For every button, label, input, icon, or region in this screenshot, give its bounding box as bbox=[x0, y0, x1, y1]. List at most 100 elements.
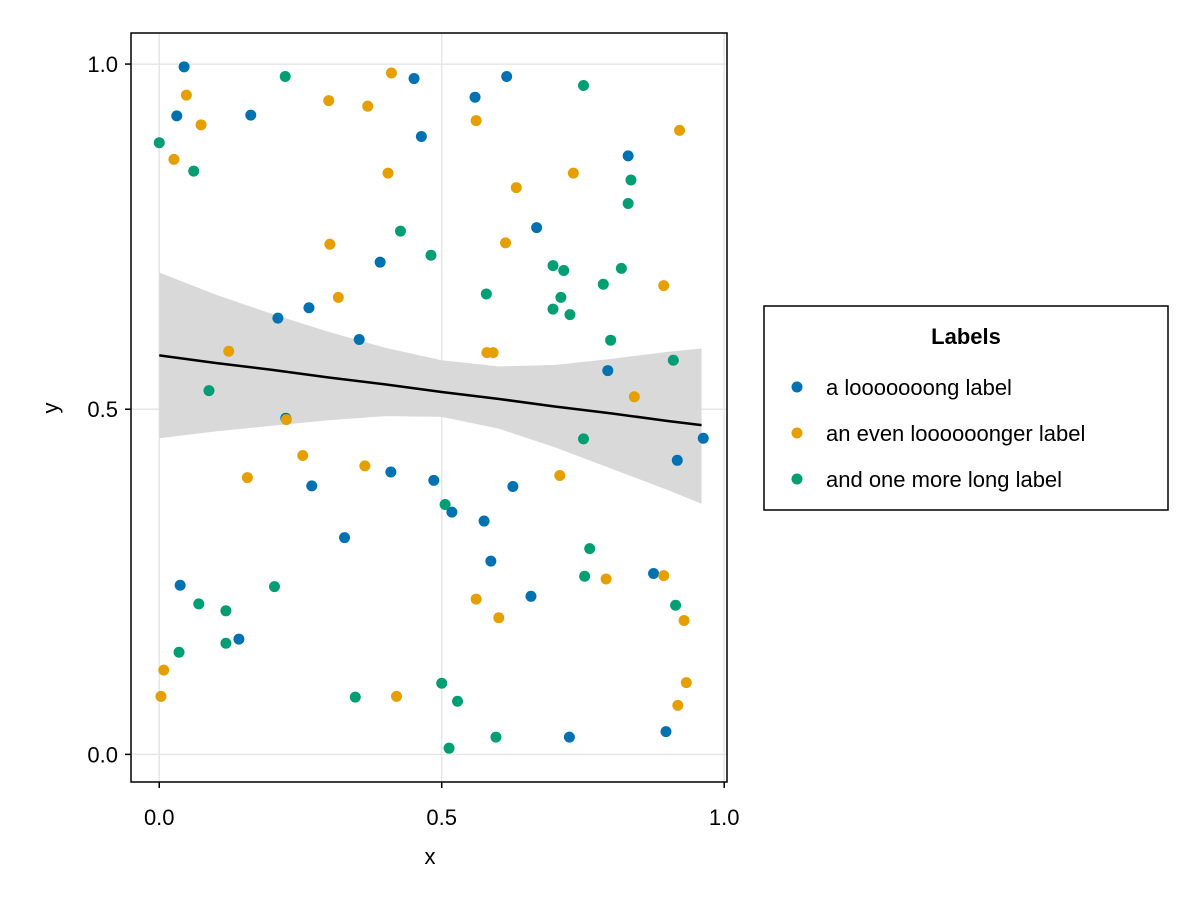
scatter-point bbox=[501, 70, 513, 82]
scatter-point bbox=[297, 449, 309, 461]
scatter-point bbox=[671, 454, 683, 466]
scatter-point bbox=[531, 222, 543, 234]
scatter-point bbox=[349, 691, 361, 703]
scatter-point bbox=[443, 742, 455, 754]
scatter-point bbox=[178, 61, 190, 73]
scatter-point bbox=[174, 579, 186, 591]
scatter-point bbox=[408, 73, 420, 85]
scatter-point bbox=[385, 67, 397, 79]
fit-line bbox=[159, 354, 702, 427]
scatter-point bbox=[339, 532, 351, 544]
scatter-point bbox=[220, 637, 232, 649]
scatter-point bbox=[415, 131, 427, 143]
confidence-band bbox=[159, 272, 702, 504]
scatter-point bbox=[452, 695, 464, 707]
plot-frame bbox=[130, 32, 728, 783]
y-tick-label: 0.5 bbox=[87, 397, 118, 422]
scatter-point bbox=[173, 646, 185, 658]
scatter-point bbox=[279, 70, 291, 82]
scatter-point bbox=[563, 731, 575, 743]
scatter-point bbox=[195, 119, 207, 131]
scatter-point bbox=[245, 109, 257, 121]
legend-label: and one more long label bbox=[826, 467, 1062, 492]
x-tick-label: 0.0 bbox=[144, 805, 175, 830]
scatter-point bbox=[678, 614, 690, 626]
y-tick-label: 0.0 bbox=[87, 742, 118, 767]
scatter-point bbox=[193, 598, 205, 610]
y-axis-ticks: 0.0 0.5 1.0 bbox=[87, 52, 131, 767]
legend-marker bbox=[791, 381, 803, 393]
scatter-point bbox=[478, 515, 490, 527]
x-axis-label: x bbox=[425, 844, 436, 869]
scatter-point bbox=[374, 256, 386, 268]
scatter-point bbox=[480, 288, 492, 300]
scatter-point bbox=[425, 249, 437, 261]
scatter-point bbox=[353, 334, 365, 346]
scatter-point bbox=[597, 278, 609, 290]
scatter-point bbox=[268, 581, 280, 593]
scatter-points bbox=[153, 61, 709, 754]
scatter-point bbox=[697, 432, 709, 444]
scatter-point bbox=[507, 481, 519, 493]
scatter-point bbox=[382, 167, 394, 179]
legend-label: an even loooooonger label bbox=[826, 421, 1085, 446]
scatter-point bbox=[605, 334, 617, 346]
scatter-point bbox=[525, 590, 537, 602]
legend-label: a looooooong label bbox=[826, 375, 1012, 400]
scatter-point bbox=[391, 690, 403, 702]
regression-line bbox=[159, 354, 702, 427]
scatter-point bbox=[564, 309, 576, 321]
scatter-point bbox=[168, 153, 180, 165]
scatter-point bbox=[272, 312, 284, 324]
scatter-point bbox=[628, 391, 640, 403]
legend-title: Labels bbox=[931, 324, 1001, 349]
scatter-point bbox=[220, 605, 232, 617]
scatter-point bbox=[567, 167, 579, 179]
x-tick-label: 0.5 bbox=[426, 805, 457, 830]
scatter-point bbox=[648, 568, 660, 580]
scatter-point bbox=[558, 264, 570, 276]
scatter-point bbox=[554, 469, 566, 481]
scatter-point bbox=[510, 182, 522, 194]
scatter-point bbox=[158, 664, 170, 676]
scatter-point bbox=[323, 95, 335, 107]
scatter-point bbox=[359, 460, 371, 472]
scatter-point bbox=[155, 690, 167, 702]
scatter-point bbox=[584, 543, 596, 555]
scatter-point bbox=[446, 506, 458, 518]
legend-marker bbox=[791, 427, 803, 439]
scatter-point bbox=[470, 593, 482, 605]
legend-marker bbox=[791, 473, 803, 485]
scatter-point bbox=[672, 699, 684, 711]
scatter-point bbox=[306, 480, 318, 492]
scatter-point bbox=[280, 414, 292, 426]
scatter-point bbox=[223, 345, 235, 357]
scatter-point bbox=[233, 633, 245, 645]
scatter-point bbox=[188, 165, 200, 177]
scatter-point bbox=[670, 599, 682, 611]
scatter-point bbox=[241, 472, 253, 484]
scatter-point bbox=[203, 385, 215, 397]
scatter-point bbox=[332, 291, 344, 303]
scatter-point bbox=[622, 150, 634, 162]
scatter-point bbox=[362, 100, 374, 112]
scatter-point bbox=[667, 354, 679, 366]
scatter-point bbox=[487, 347, 499, 359]
scatter-point bbox=[680, 677, 692, 689]
scatter-point bbox=[436, 677, 448, 689]
legend: Labels a looooooong label an even loooooo… bbox=[763, 305, 1169, 511]
scatter-point bbox=[324, 238, 336, 250]
scatter-point bbox=[625, 174, 637, 186]
x-tick-label: 1.0 bbox=[709, 805, 740, 830]
scatter-point bbox=[303, 302, 315, 314]
scatter-point bbox=[658, 280, 670, 292]
scatter-point bbox=[428, 474, 440, 486]
scatter-point bbox=[394, 225, 406, 237]
scatter-point bbox=[674, 124, 686, 136]
scatter-point bbox=[171, 110, 183, 122]
x-axis-ticks: 0.0 0.5 1.0 bbox=[144, 782, 740, 830]
scatter-point bbox=[578, 79, 590, 91]
confidence-band-area bbox=[159, 272, 702, 504]
scatter-point bbox=[600, 573, 612, 585]
